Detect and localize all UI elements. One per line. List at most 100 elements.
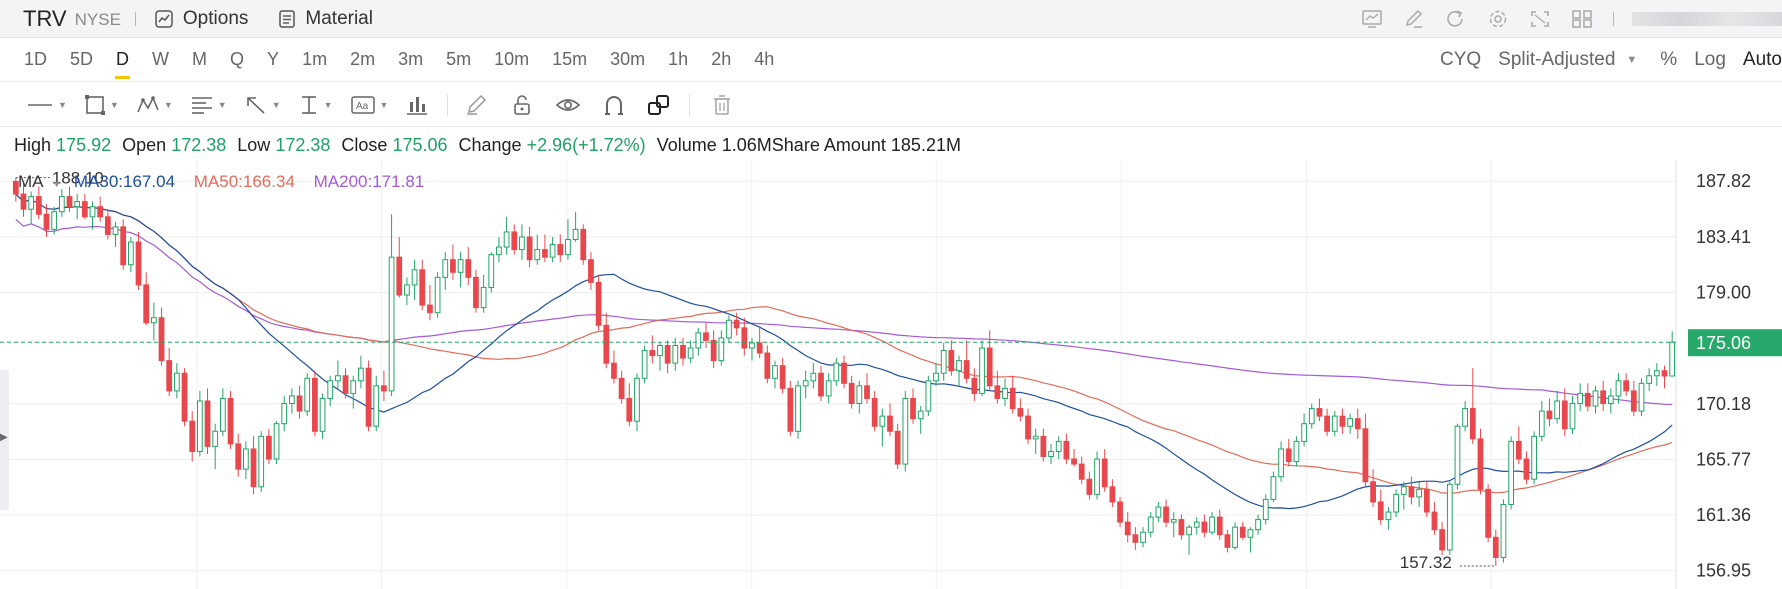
- candle-body: [741, 327, 748, 349]
- period-w[interactable]: W: [152, 49, 170, 69]
- candle-down: [1239, 522, 1246, 540]
- period-2h[interactable]: 2h: [711, 49, 732, 69]
- candle-down: [1324, 408, 1330, 437]
- candle-body: [120, 226, 127, 266]
- chevron-down-icon[interactable]: ▼: [1626, 54, 1638, 66]
- candle-body: [1117, 501, 1123, 523]
- candle-body: [112, 226, 119, 235]
- candle-up: [1400, 481, 1407, 510]
- candle-up: [1385, 506, 1392, 530]
- period-5m[interactable]: 5m: [446, 49, 472, 69]
- period-4h[interactable]: 4h: [754, 49, 775, 69]
- indicator-tool-button[interactable]: [405, 94, 429, 116]
- magnet-button[interactable]: [603, 94, 625, 116]
- link-button[interactable]: [647, 94, 671, 116]
- percent-button[interactable]: %: [1660, 49, 1678, 70]
- candle-body: [1201, 521, 1208, 533]
- period-1m[interactable]: 1m: [302, 49, 328, 69]
- fib-tool-button[interactable]: ▼: [190, 94, 227, 116]
- candle-body: [1032, 435, 1039, 440]
- adjustment-select[interactable]: Split-Adjusted: [1498, 49, 1616, 70]
- period-1h[interactable]: 1h: [668, 49, 689, 69]
- candle-up: [480, 274, 487, 313]
- candle-down: [1515, 426, 1522, 465]
- candle-body: [1653, 370, 1660, 377]
- drawing-toolbar: ▼ ▼ ▼ ▼ ▼ ▼ Aa ▼: [0, 83, 1782, 127]
- period-y[interactable]: Y: [267, 49, 280, 69]
- period-3m[interactable]: 3m: [398, 49, 424, 69]
- candle-down: [166, 348, 173, 396]
- annotations: 188.10 157.32: [15, 169, 1496, 572]
- candle-down: [296, 385, 303, 419]
- candlestick-chart[interactable]: 187.82 183.41 179.00 175.06 170.18 165.77 161.…: [0, 160, 1782, 589]
- period-15m[interactable]: 15m: [552, 49, 588, 69]
- candle-up: [1193, 517, 1200, 535]
- period-m[interactable]: M: [192, 49, 208, 69]
- side-panel-handle[interactable]: ▶: [0, 370, 9, 510]
- candle-down: [557, 234, 564, 263]
- delete-button[interactable]: [712, 94, 732, 116]
- candle-body: [1500, 503, 1507, 558]
- candle-body: [273, 423, 280, 460]
- candle-body: [1186, 526, 1192, 536]
- period-30m[interactable]: 30m: [610, 49, 646, 69]
- pencil-tool-button[interactable]: [465, 94, 489, 116]
- candle-body: [526, 236, 533, 261]
- candle-body: [833, 362, 840, 382]
- options-button[interactable]: Options: [154, 8, 248, 30]
- candle-up: [1393, 489, 1399, 518]
- candle-down: [1561, 388, 1568, 437]
- candle-body: [1531, 435, 1538, 480]
- period-10m[interactable]: 10m: [494, 49, 530, 69]
- visibility-button[interactable]: [555, 94, 581, 116]
- candle-up: [879, 408, 886, 447]
- candle-down: [526, 226, 533, 268]
- candle-body: [818, 372, 824, 397]
- period-2m[interactable]: 2m: [350, 49, 376, 69]
- material-button[interactable]: Material: [278, 8, 373, 30]
- settings-icon[interactable]: [1487, 9, 1509, 29]
- candle-down: [1316, 398, 1323, 422]
- chart-icon[interactable]: [1361, 9, 1383, 29]
- candle-body: [772, 365, 778, 379]
- text-tool-button[interactable]: Aa ▼: [350, 94, 388, 116]
- cyq-button[interactable]: CYQ: [1439, 49, 1482, 70]
- candle-down: [1362, 413, 1369, 487]
- divider: [689, 93, 691, 116]
- candle-up: [825, 373, 832, 404]
- period-1d[interactable]: 1D: [24, 49, 48, 69]
- log-button[interactable]: Log: [1694, 49, 1726, 70]
- candle-body: [189, 420, 196, 452]
- fullscreen-icon[interactable]: [1529, 9, 1551, 29]
- candle-down: [1117, 496, 1123, 528]
- candle-body: [235, 443, 242, 470]
- measure-tool-button[interactable]: ▼: [298, 94, 333, 116]
- candle-body: [396, 256, 403, 296]
- candle-down: [971, 368, 978, 401]
- period-5d[interactable]: 5D: [70, 49, 94, 69]
- chart-options: CYQ Split-Adjusted ▼ % Log Auto: [1440, 38, 1782, 82]
- pattern-tool-button[interactable]: ▼: [136, 94, 173, 116]
- period-d[interactable]: D: [115, 49, 131, 79]
- ma30-line: [15, 193, 1673, 510]
- ma-legend-label[interactable]: MA: [18, 172, 44, 191]
- candle-body: [1385, 511, 1392, 521]
- line-tool-button[interactable]: ▼: [26, 94, 67, 116]
- rectangle-tool-button[interactable]: ▼: [84, 94, 119, 116]
- candle-up: [1255, 514, 1261, 535]
- lock-button[interactable]: [511, 94, 533, 116]
- auto-button[interactable]: Auto: [1742, 49, 1782, 70]
- candle-up: [1638, 378, 1645, 417]
- candle-up: [281, 395, 288, 432]
- candle-down: [910, 388, 916, 424]
- pattern-tool-icon: [137, 95, 159, 112]
- layout-grid-icon[interactable]: [1571, 9, 1593, 29]
- candle-down: [20, 183, 27, 217]
- candle-down: [227, 390, 234, 449]
- chevron-down-icon[interactable]: ▼: [52, 179, 62, 189]
- period-q[interactable]: Q: [230, 49, 245, 69]
- arrow-tool-button[interactable]: ▼: [244, 94, 281, 116]
- refresh-icon[interactable]: [1445, 9, 1467, 29]
- candle-down: [1009, 375, 1016, 414]
- pencil-icon[interactable]: [1403, 9, 1425, 29]
